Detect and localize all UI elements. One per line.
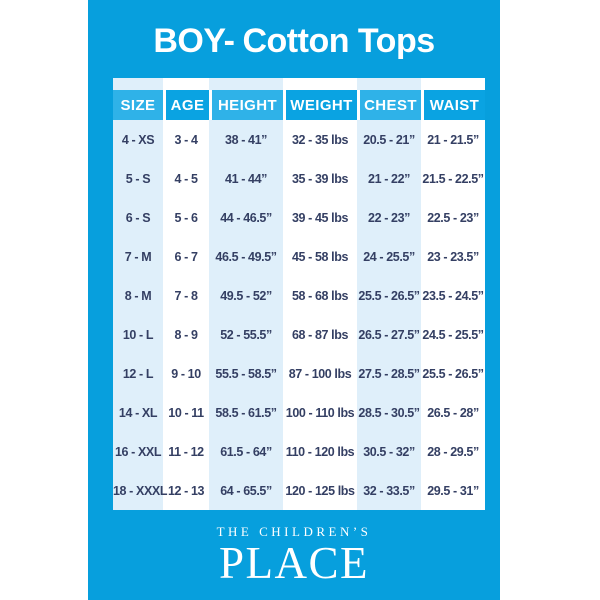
brand-logo: THE CHILDREN’S PLACE (88, 524, 500, 586)
cell-waist: 21 - 21.5” (421, 120, 485, 159)
table-spacer-row (113, 78, 485, 90)
cell-height: 58.5 - 61.5” (209, 393, 283, 432)
cell-weight: 100 - 110 lbs (283, 393, 357, 432)
cell-size: 10 - L (113, 315, 163, 354)
spacer-cell (163, 78, 209, 90)
cell-height: 52 - 55.5” (209, 315, 283, 354)
cell-chest: 32 - 33.5” (357, 471, 421, 510)
cell-age: 3 - 4 (163, 120, 209, 159)
cell-waist: 23 - 23.5” (421, 237, 485, 276)
cell-age: 10 - 11 (163, 393, 209, 432)
brand-name-small: THE CHILDREN’S (216, 524, 372, 539)
spacer-cell (209, 78, 283, 90)
spacer-cell (357, 78, 421, 90)
cell-age: 7 - 8 (163, 276, 209, 315)
cell-height: 61.5 - 64” (209, 432, 283, 471)
size-chart-card: BOY- Cotton Tops (88, 0, 500, 600)
cell-chest: 20.5 - 21” (357, 120, 421, 159)
cell-height: 41 - 44” (209, 159, 283, 198)
cell-age: 8 - 9 (163, 315, 209, 354)
cell-weight: 32 - 35 lbs (283, 120, 357, 159)
cell-chest: 21 - 22” (357, 159, 421, 198)
cell-size: 4 - XS (113, 120, 163, 159)
cell-waist: 28 - 29.5” (421, 432, 485, 471)
cell-age: 12 - 13 (163, 471, 209, 510)
size-row: 4 - XS 3 - 4 38 - 41” 32 - 35 lbs 20.5 - 21”… (113, 120, 485, 159)
cell-weight: 87 - 100 lbs (283, 354, 357, 393)
spacer-cell (283, 78, 357, 90)
cell-waist: 24.5 - 25.5” (421, 315, 485, 354)
cell-size: 18 - XXXL (113, 471, 167, 510)
cell-height: 64 - 65.5” (209, 471, 283, 510)
cell-waist: 25.5 - 26.5” (421, 354, 485, 393)
cell-waist: 22.5 - 23” (421, 198, 485, 237)
cell-chest: 24 - 25.5” (357, 237, 421, 276)
cell-weight: 45 - 58 lbs (283, 237, 357, 276)
cell-height: 44 - 46.5” (209, 198, 283, 237)
cell-chest: 27.5 - 28.5” (357, 354, 421, 393)
cell-weight: 120 - 125 lbs (283, 471, 357, 510)
cell-waist: 29.5 - 31” (421, 471, 485, 510)
column-header-height: HEIGHT (209, 90, 283, 120)
cell-age: 11 - 12 (163, 432, 209, 471)
size-row: 14 - XL 10 - 11 58.5 - 61.5” 100 - 110 lbs 2… (113, 393, 485, 432)
brand-name-large: PLACE (218, 538, 369, 588)
cell-weight: 110 - 120 lbs (283, 432, 357, 471)
column-header-weight: WEIGHT (283, 90, 357, 120)
column-header-waist: WAIST (421, 90, 485, 120)
cell-chest: 26.5 - 27.5” (357, 315, 421, 354)
cell-waist: 26.5 - 28” (421, 393, 485, 432)
column-header-size: SIZE (113, 90, 163, 120)
cell-chest: 25.5 - 26.5” (357, 276, 421, 315)
cell-weight: 58 - 68 lbs (283, 276, 357, 315)
size-table: SIZE AGE HEIGHT WEIGHT CHEST WAIST 4 - X… (113, 78, 485, 510)
column-header-chest: CHEST (357, 90, 421, 120)
spacer-cell (421, 78, 485, 90)
cell-height: 49.5 - 52” (209, 276, 283, 315)
title-gender: BOY- (153, 22, 235, 60)
cell-waist: 23.5 - 24.5” (421, 276, 485, 315)
cell-chest: 22 - 23” (357, 198, 421, 237)
cell-age: 5 - 6 (163, 198, 209, 237)
cell-height: 46.5 - 49.5” (209, 237, 283, 276)
size-row: 16 - XXL 11 - 12 61.5 - 64” 110 - 120 lbs 30… (113, 432, 485, 471)
cell-height: 38 - 41” (209, 120, 283, 159)
cell-chest: 30.5 - 32” (357, 432, 421, 471)
cell-chest: 28.5 - 30.5” (357, 393, 421, 432)
cell-age: 9 - 10 (163, 354, 209, 393)
cell-size: 8 - M (113, 276, 163, 315)
size-table-grid: SIZE AGE HEIGHT WEIGHT CHEST WAIST 4 - X… (113, 78, 485, 510)
cell-weight: 35 - 39 lbs (283, 159, 357, 198)
table-header-row: SIZE AGE HEIGHT WEIGHT CHEST WAIST (113, 90, 485, 120)
column-header-age: AGE (163, 90, 209, 120)
cell-height: 55.5 - 58.5” (209, 354, 283, 393)
cell-age: 6 - 7 (163, 237, 209, 276)
cell-size: 5 - S (113, 159, 163, 198)
cell-size: 12 - L (113, 354, 163, 393)
size-row: 18 - XXXL 12 - 13 64 - 65.5” 120 - 125 lbs 3… (113, 471, 485, 510)
cell-weight: 39 - 45 lbs (283, 198, 357, 237)
cell-age: 4 - 5 (163, 159, 209, 198)
cell-weight: 68 - 87 lbs (283, 315, 357, 354)
spacer-cell (113, 78, 163, 90)
cell-waist: 21.5 - 22.5” (421, 159, 485, 198)
cell-size: 6 - S (113, 198, 163, 237)
chart-title: BOY- Cotton Tops (88, 22, 500, 61)
cell-size: 14 - XL (113, 393, 163, 432)
cell-size: 7 - M (113, 237, 163, 276)
cell-size: 16 - XXL (113, 432, 163, 471)
title-category: Cotton Tops (242, 22, 435, 60)
